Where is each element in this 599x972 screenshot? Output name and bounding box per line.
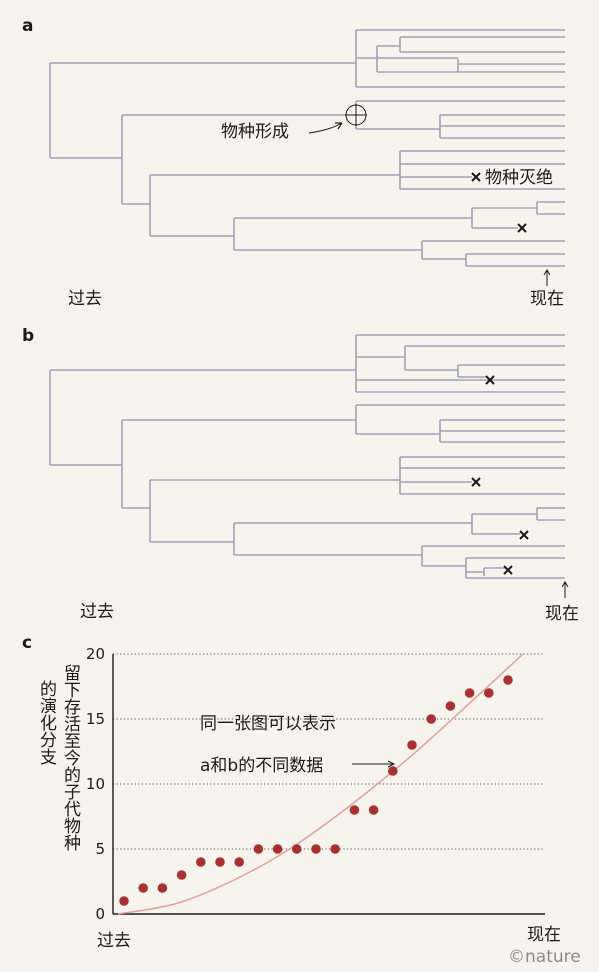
data-point [292,844,302,854]
data-point [368,805,379,815]
y-tick-labels: 0 5 10 15 20 [86,645,105,923]
data-point [215,857,225,867]
extinction-mark [517,223,527,233]
panel-c-label: c [22,633,32,653]
annotation-line1: 同一张图可以表示 [200,714,336,734]
panel-c: c 留下存活至今的子代物种 的演化分支 0 5 10 15 20 同一张图可以表示 a和… [22,633,581,967]
y-axis-title-line2: 的演化分支 [36,680,57,765]
extinction-label: 物种灭绝 [485,168,553,188]
annotation-line2: a和b的不同数据 [200,756,323,776]
nature-watermark: ©nature [508,947,581,967]
phylogenetic-tree-b [49,334,565,579]
x-start-label: 过去 [97,931,131,951]
data-point [196,857,206,867]
data-point [272,844,283,854]
present-label-b: 现在 [545,604,579,624]
y-tick-label: 0 [95,905,105,923]
data-point [426,714,437,724]
extinction-mark [471,172,481,182]
data-point [445,701,456,711]
y-tick-label: 15 [86,710,105,728]
chart-grid [113,653,545,850]
data-point [311,844,321,854]
y-tick-label: 20 [86,645,105,663]
present-arrow-a [543,269,551,286]
x-end-label: 现在 [527,925,561,945]
panel-b-label: b [22,326,34,346]
present-arrow-b [561,581,569,598]
speciation-label: 物种形成 [221,122,289,142]
data-point [157,883,168,893]
extinction-mark [519,530,529,540]
extinction-mark [471,477,481,487]
data-points [119,675,513,906]
panel-a: a [22,16,565,309]
annotation-arrow [352,760,396,768]
data-point [138,883,148,893]
trend-curve [117,653,524,915]
y-axis-title-line1: 留下存活至今的子代物种 [60,664,81,851]
data-point [234,857,244,867]
data-point [464,688,475,698]
speciation-arrow [308,122,343,134]
panel-a-label: a [22,16,33,36]
past-label-b: 过去 [80,602,114,622]
speciation-marker [345,104,367,126]
y-tick-label: 5 [95,840,105,858]
present-label-a: 现在 [530,289,564,309]
data-point [407,740,417,750]
past-label-a: 过去 [68,289,102,309]
extinction-mark [485,375,495,385]
data-point [503,675,513,685]
data-point [388,766,398,776]
y-tick-label: 10 [86,775,105,793]
phylogenetic-tree-a [49,29,565,267]
data-point [484,688,494,698]
data-point [330,844,341,854]
data-point [349,805,360,815]
data-point [253,844,264,854]
data-point [119,896,129,906]
data-point [176,870,187,880]
panel-b: b [22,326,579,624]
extinction-mark [503,565,513,575]
